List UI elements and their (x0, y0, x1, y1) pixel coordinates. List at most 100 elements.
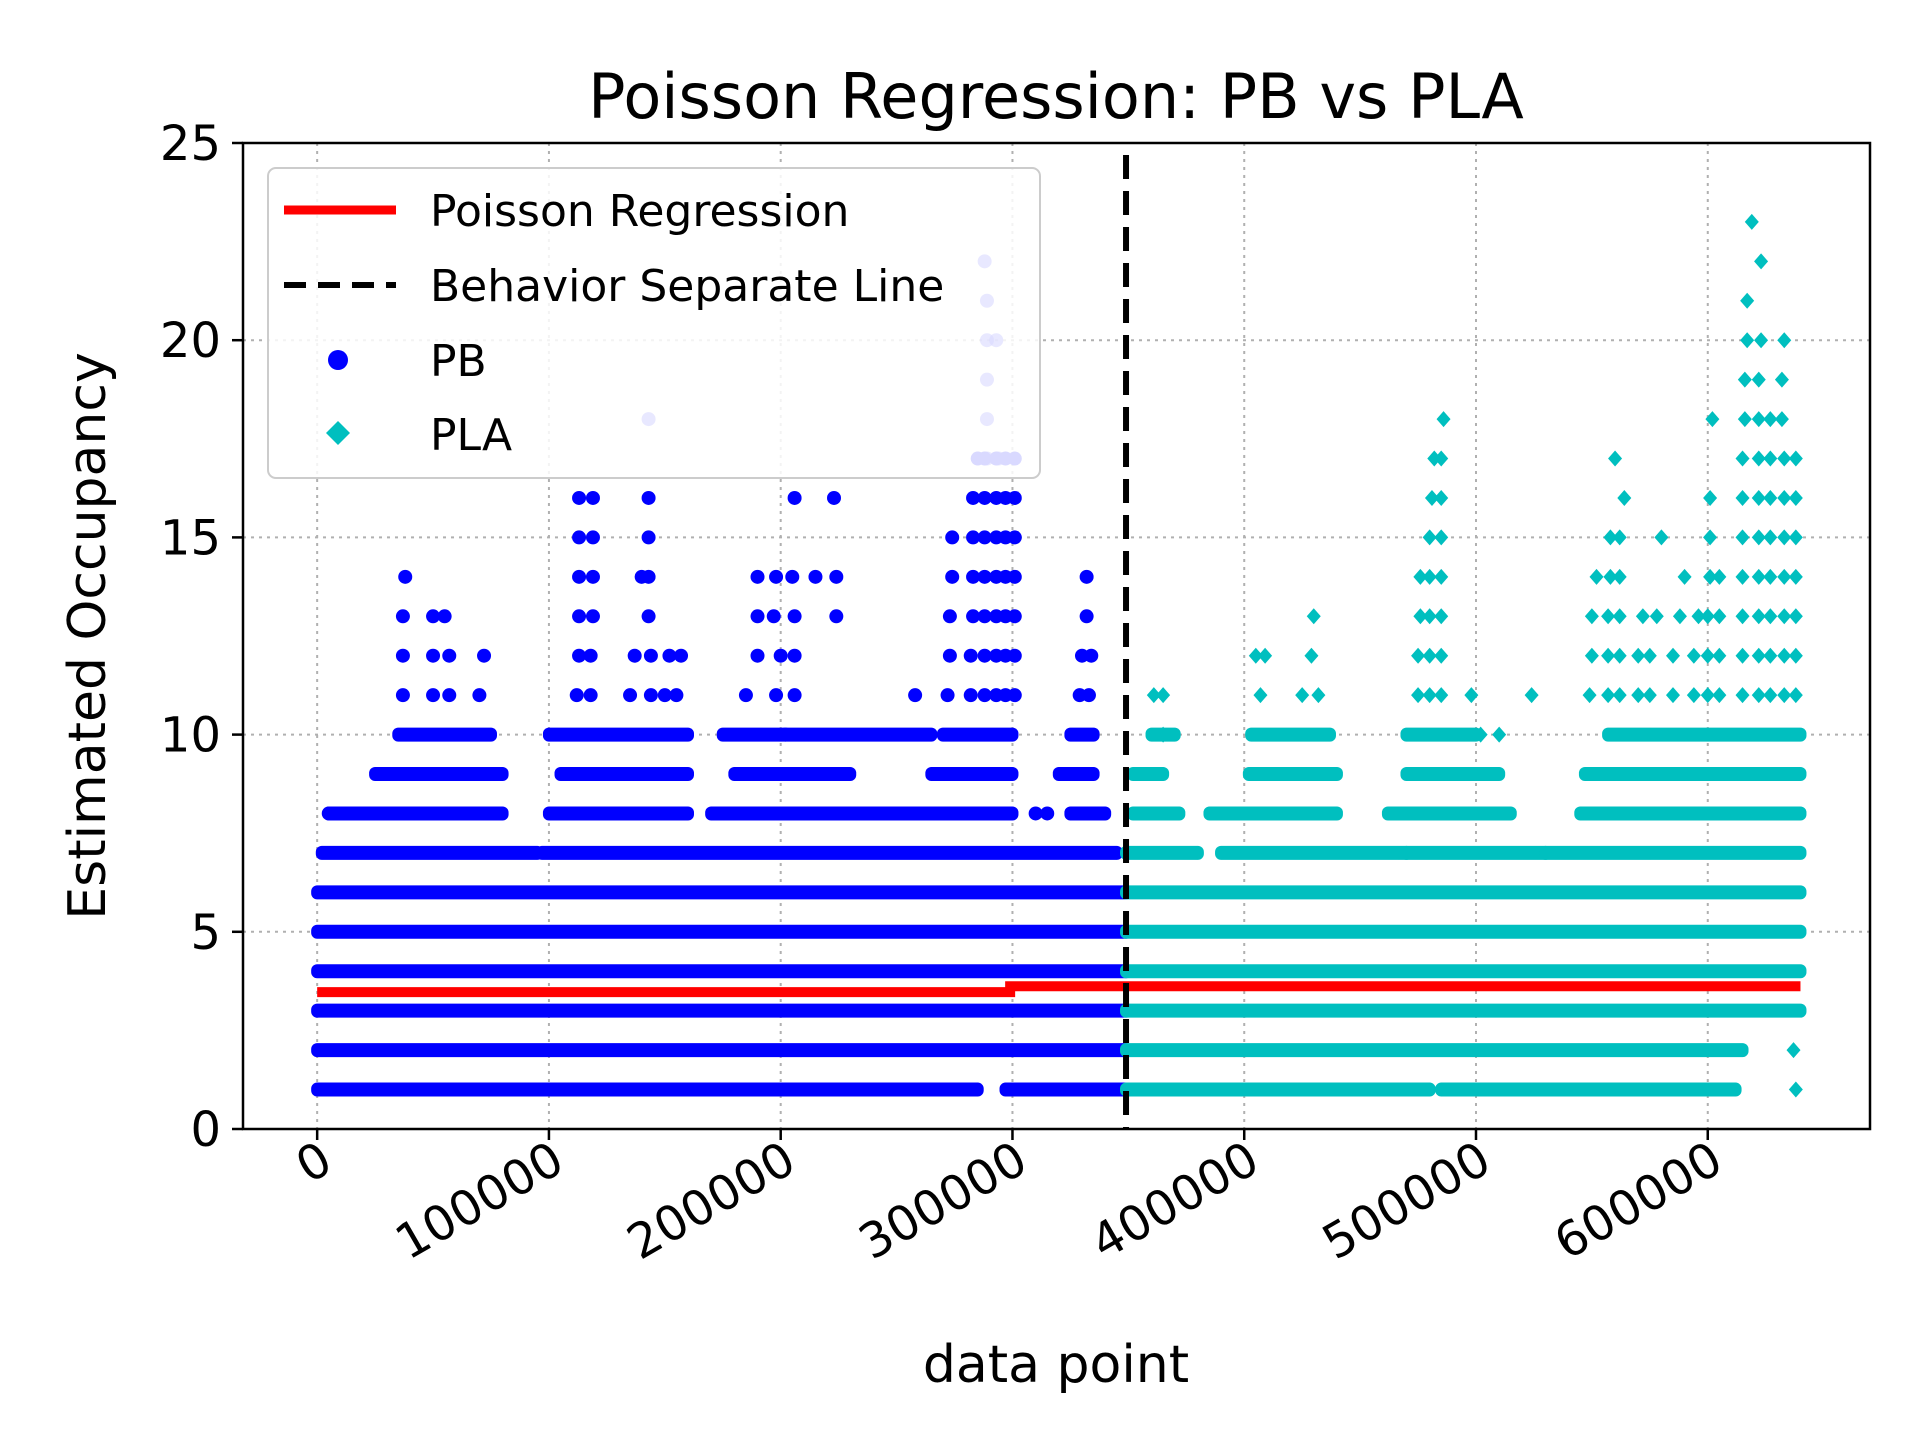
point-band-pb (311, 1082, 984, 1097)
point-pb (572, 609, 587, 624)
point-band-pb (936, 806, 1019, 821)
point-pla (1642, 687, 1657, 704)
legend-label-separator: Behavior Separate Line (430, 261, 944, 312)
point-pla (1672, 608, 1687, 625)
point-pb (657, 688, 672, 703)
plot-frame (241, 141, 1872, 1131)
point-pb (572, 530, 587, 545)
point-pb (572, 490, 587, 505)
point-pla (1612, 647, 1627, 664)
legend: Poisson Regression Behavior Separate Lin… (267, 167, 1041, 479)
point-pb (766, 609, 781, 624)
point-band-pb (311, 1003, 1133, 1018)
point-pla (1258, 647, 1273, 664)
point-band-pb (728, 767, 857, 782)
point-pb (627, 648, 642, 663)
point-pla (1774, 371, 1789, 388)
point-pla (1777, 647, 1792, 664)
point-pla (1253, 687, 1268, 704)
legend-box (267, 167, 1041, 479)
point-pla (1411, 687, 1426, 704)
point-band-pb (542, 806, 694, 821)
point-pb (1007, 688, 1022, 703)
point-pb (641, 609, 656, 624)
point-pb (472, 688, 487, 703)
point-pla (1589, 568, 1604, 585)
point-pla (1612, 608, 1627, 625)
point-pla (1306, 608, 1321, 625)
point-pla (1788, 529, 1803, 546)
point-pla (1311, 687, 1326, 704)
point-pla (1422, 529, 1437, 546)
point-pla (1763, 489, 1778, 506)
point-pla (1777, 489, 1792, 506)
point-pb (940, 688, 955, 703)
point-pla (1735, 568, 1750, 585)
point-pla (1737, 371, 1752, 388)
point-pla (1751, 450, 1766, 467)
point-pb (942, 609, 957, 624)
point-pla (1617, 489, 1632, 506)
point-band-pla (1126, 767, 1170, 782)
point-pla (1665, 647, 1680, 664)
point-band-pb (311, 885, 1133, 900)
point-pb (426, 609, 441, 624)
point-pla (1735, 608, 1750, 625)
point-pla (1754, 332, 1769, 349)
point-pla (1751, 489, 1766, 506)
point-pla (1740, 292, 1755, 309)
point-pb (1081, 688, 1096, 703)
point-band-pla (1120, 1003, 1807, 1018)
point-pla (1601, 608, 1616, 625)
point-pb (977, 648, 992, 663)
x-axis-label: data point (923, 1335, 1189, 1395)
point-pla (1424, 489, 1439, 506)
point-pb (808, 569, 823, 584)
point-pla (1751, 647, 1766, 664)
point-band-pb (322, 806, 509, 821)
point-pla (1601, 647, 1616, 664)
legend-label-regression: Poisson Regression (430, 186, 849, 237)
point-pb (945, 569, 960, 584)
point-band-pla (1602, 727, 1807, 742)
point-band-pb (716, 727, 938, 742)
point-pb (643, 648, 658, 663)
point-pb (437, 609, 452, 624)
point-band-pb (936, 727, 1019, 742)
regression-line (317, 981, 1801, 998)
point-band-pla (1126, 806, 1186, 821)
point-pla (1492, 726, 1507, 743)
point-pb (572, 569, 587, 584)
point-pla (1413, 568, 1428, 585)
point-pb (963, 688, 978, 703)
point-pb (585, 530, 600, 545)
point-pla (1156, 726, 1171, 743)
point-pb (750, 648, 765, 663)
point-pla (1735, 529, 1750, 546)
point-pb (966, 569, 981, 584)
point-pla (1740, 332, 1755, 349)
y-tick-label: 20 (160, 313, 221, 369)
point-pla (1464, 687, 1479, 704)
point-pla (1582, 687, 1597, 704)
point-pb (750, 569, 765, 584)
point-band-pla (1245, 727, 1336, 742)
point-pla (1763, 687, 1778, 704)
point-pla (1763, 450, 1778, 467)
point-pla (1612, 529, 1627, 546)
point-band-pla (1203, 806, 1343, 821)
point-pla (1788, 568, 1803, 585)
point-pb (623, 688, 638, 703)
point-pb (662, 648, 677, 663)
point-pla (1649, 608, 1664, 625)
point-band-pla (1400, 845, 1552, 860)
point-pb (773, 648, 788, 663)
y-tick-label: 0 (190, 1102, 221, 1158)
point-pla (1763, 568, 1778, 585)
point-pla (1422, 647, 1437, 664)
point-pb (395, 609, 410, 624)
point-pla (1248, 647, 1263, 664)
point-pb (641, 490, 656, 505)
point-pb (442, 648, 457, 663)
